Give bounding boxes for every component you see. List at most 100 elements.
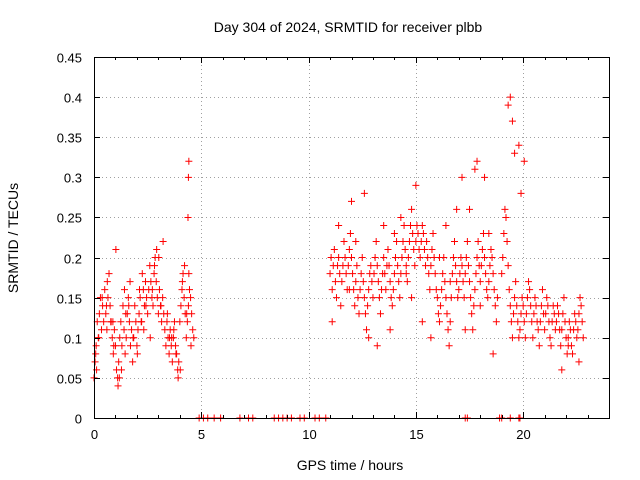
y-tick-label: 0.25 [57, 211, 82, 226]
data-point [185, 286, 193, 294]
data-point [382, 286, 390, 294]
x-tick-label: 5 [198, 427, 205, 442]
data-point [140, 326, 148, 334]
data-point [117, 318, 125, 326]
data-point [506, 302, 514, 310]
data-point [159, 294, 167, 302]
data-point [152, 278, 160, 286]
data-point [463, 238, 471, 246]
data-point [572, 318, 580, 326]
data-point [381, 270, 389, 278]
data-point [390, 229, 398, 237]
data-point [523, 294, 531, 302]
data-point [328, 286, 336, 294]
data-point [102, 302, 110, 310]
data-point [136, 294, 144, 302]
data-point [92, 342, 100, 350]
y-tick-label: 0.3 [64, 171, 82, 186]
data-point [122, 310, 130, 318]
data-point [373, 262, 381, 270]
data-point [109, 350, 117, 358]
data-point [520, 318, 528, 326]
data-point [116, 334, 124, 342]
data-point [401, 246, 409, 254]
data-point [360, 294, 368, 302]
data-point [183, 318, 191, 326]
data-point [157, 302, 165, 310]
data-point [346, 229, 354, 237]
data-point [501, 205, 509, 213]
data-point [435, 254, 443, 262]
data-point [471, 286, 479, 294]
data-point [398, 254, 406, 262]
data-point [98, 294, 106, 302]
data-point [365, 286, 373, 294]
data-point [344, 262, 352, 270]
data-point [442, 221, 450, 229]
data-point [423, 238, 431, 246]
data-point [114, 382, 122, 390]
data-point [166, 334, 174, 342]
data-point [535, 342, 543, 350]
data-point [484, 294, 492, 302]
data-point [184, 302, 192, 310]
data-point [577, 302, 585, 310]
x-tick-label: 10 [302, 427, 316, 442]
y-tick-label: 0.2 [64, 252, 82, 267]
data-point [345, 246, 353, 254]
data-point [128, 326, 136, 334]
data-point [576, 294, 584, 302]
data-point [365, 334, 373, 342]
data-point [115, 358, 123, 366]
data-point [559, 310, 567, 318]
data-point [393, 238, 401, 246]
data-point [512, 278, 520, 286]
data-point [530, 310, 538, 318]
data-point [117, 366, 125, 374]
data-point [455, 286, 463, 294]
data-point [190, 334, 198, 342]
data-point [445, 342, 453, 350]
y-tick-label: 0.4 [64, 91, 82, 106]
data-point [453, 205, 461, 213]
data-point [506, 93, 514, 101]
data-point [142, 302, 150, 310]
data-point [478, 246, 486, 254]
x-tick-labels: 0 5 10 15 20 [91, 427, 531, 442]
data-point [374, 278, 382, 286]
data-point [458, 173, 466, 181]
data-point [174, 374, 182, 382]
axis-ticks [94, 57, 609, 419]
data-point [187, 294, 195, 302]
data-point [359, 278, 367, 286]
data-point [449, 254, 457, 262]
data-point [405, 238, 413, 246]
data-point [519, 302, 527, 310]
data-point [172, 342, 180, 350]
data-point [335, 254, 343, 262]
data-point [91, 358, 99, 366]
data-point [485, 229, 493, 237]
data-point [482, 270, 490, 278]
data-point [529, 334, 537, 342]
data-point [159, 238, 167, 246]
data-point [396, 294, 404, 302]
data-point [472, 270, 480, 278]
data-point [133, 342, 141, 350]
y-axis-label: SRMTID / TECUs [5, 183, 21, 293]
data-point [163, 310, 171, 318]
data-point [118, 342, 126, 350]
data-point [146, 334, 154, 342]
data-point [419, 229, 427, 237]
data-point [357, 270, 365, 278]
data-point [184, 213, 192, 221]
data-point [394, 262, 402, 270]
data-point [336, 270, 344, 278]
y-tick-label: 0.15 [57, 292, 82, 307]
plot-frame [94, 57, 610, 419]
data-point [95, 334, 103, 342]
data-point [103, 278, 111, 286]
data-point [575, 310, 583, 318]
data-point [477, 262, 485, 270]
data-point [110, 342, 118, 350]
